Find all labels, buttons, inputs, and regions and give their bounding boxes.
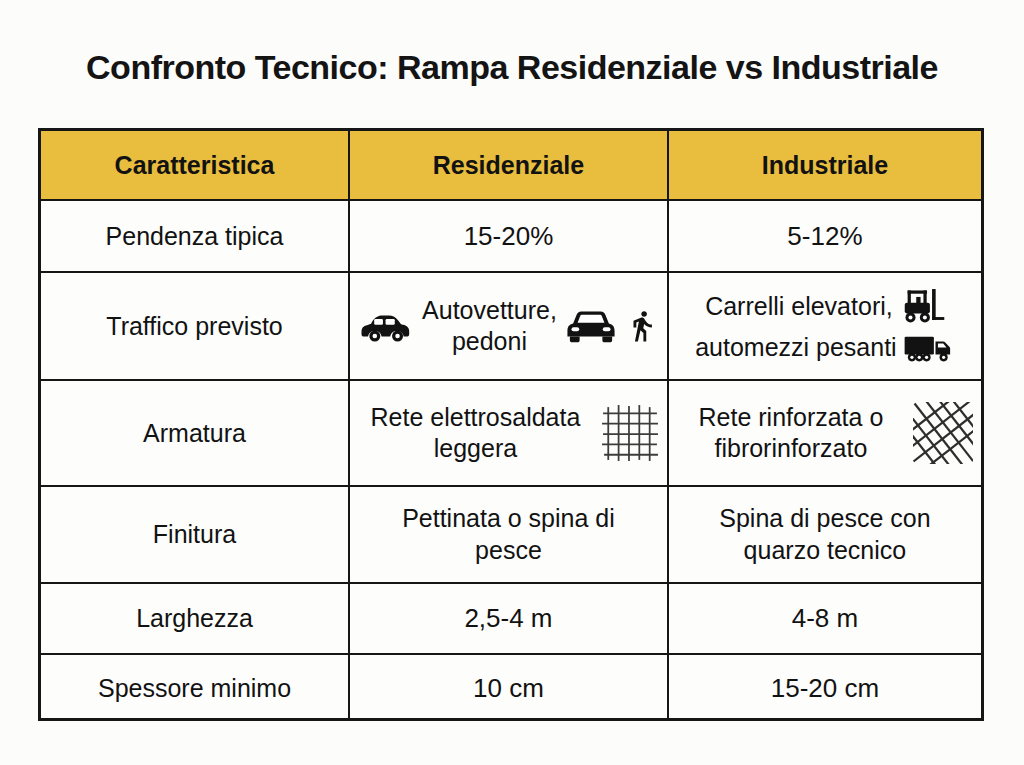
value-pendenza-residenziale: 15-20% — [350, 201, 669, 273]
value-spessore-industriale: 15-20 cm — [669, 655, 981, 721]
truck-icon — [903, 331, 955, 365]
car-side-icon — [358, 307, 414, 345]
page-title: Confronto Tecnico: Rampa Residenziale vs… — [0, 48, 1024, 87]
comparison-table: Caratteristica Residenziale Industriale … — [38, 128, 984, 721]
forklift-icon — [899, 287, 945, 327]
cell-text: Spina di pesce con quarzo tecnico — [699, 503, 951, 566]
value-traffico-residenziale: Autovetture, pedoni — [350, 273, 669, 381]
feature-label-traffico: Traffico previsto — [41, 273, 350, 381]
value-armatura-residenziale: Rete elettrosaldata leggera — [350, 381, 669, 487]
feature-label-armatura: Armatura — [41, 381, 350, 487]
cell-text: Autovetture, pedoni — [422, 295, 557, 358]
value-spessore-residenziale: 10 cm — [350, 655, 669, 721]
column-header-residenziale: Residenziale — [350, 131, 669, 201]
cell-text: Pettinata o spina di pesce — [382, 503, 634, 566]
pedestrian-icon — [625, 304, 659, 348]
reinforced-mesh-icon — [913, 402, 973, 464]
value-traffico-industriale: Carrelli elevatori, — [669, 273, 981, 381]
cell-text-line1: Carrelli elevatori, — [705, 291, 893, 322]
column-header-industriale: Industriale — [669, 131, 981, 201]
cell-text: Rete rinforzata o fibrorinforzato — [677, 402, 905, 465]
value-finitura-industriale: Spina di pesce con quarzo tecnico — [669, 487, 981, 584]
cell-text: Rete elettrosaldata leggera — [358, 402, 593, 465]
value-pendenza-industriale: 5-12% — [669, 201, 981, 273]
car-front-icon — [565, 306, 617, 346]
value-finitura-residenziale: Pettinata o spina di pesce — [350, 487, 669, 584]
feature-label-spessore: Spessore minimo — [41, 655, 350, 721]
wire-mesh-grid-icon — [601, 403, 659, 463]
value-larghezza-residenziale: 2,5-4 m — [350, 584, 669, 655]
feature-label-finitura: Finitura — [41, 487, 350, 584]
feature-label-pendenza: Pendenza tipica — [41, 201, 350, 273]
column-header-caratteristica: Caratteristica — [41, 131, 350, 201]
feature-label-larghezza: Larghezza — [41, 584, 350, 655]
cell-text-line2: automezzi pesanti — [695, 332, 897, 363]
value-larghezza-industriale: 4-8 m — [669, 584, 981, 655]
value-armatura-industriale: Rete rinforzata o fibrorinforzato — [669, 381, 981, 487]
